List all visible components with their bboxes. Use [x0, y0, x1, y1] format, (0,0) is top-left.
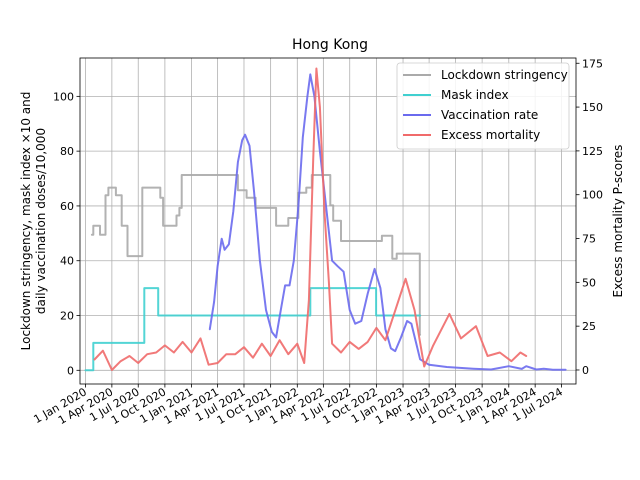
plot-area-frame: [79, 57, 577, 385]
legend-label-excess-mortality: Excess mortality: [441, 128, 540, 142]
plot-series: [84, 67, 567, 372]
right-y-tick-label: 150: [582, 101, 603, 114]
series-line-excess-mortality: [93, 67, 528, 371]
left-y-tick-label: 0: [67, 364, 74, 377]
legend-label-mask-index: Mask index: [441, 88, 509, 102]
left-y-axis-label-line1: Lockdown stringency, mask index ×10 and: [19, 92, 33, 351]
left-y-tick-label: 100: [53, 90, 74, 103]
chart-title: Hong Kong: [292, 37, 368, 53]
right-y-tick-label: 25: [582, 320, 596, 333]
left-y-tick-label: 40: [60, 255, 74, 268]
series-line-mask-index: [84, 287, 422, 372]
left-y-axis: 0 20 40 60 80 100: [53, 90, 80, 377]
legend-label-vaccination-rate: Vaccination rate: [441, 108, 538, 122]
right-y-axis-label: Excess mortality P-scores: [611, 145, 625, 298]
right-y-tick-label: 125: [582, 145, 603, 158]
legend: Lockdown stringency Mask index Vaccination…: [396, 62, 570, 150]
right-y-tick-label: 50: [582, 276, 596, 289]
left-y-tick-label: 20: [60, 310, 74, 323]
left-y-tick-label: 60: [60, 200, 74, 213]
legend-label-lockdown-stringency: Lockdown stringency: [441, 68, 568, 82]
right-y-tick-label: 175: [582, 57, 603, 70]
left-y-axis-label-line2: daily vaccination doses/10,000: [34, 128, 48, 314]
right-y-axis: 0 25 50 75 100 125 150 175: [576, 57, 603, 377]
series-line-vaccination-rate: [208, 73, 567, 371]
left-y-tick-label: 80: [60, 145, 74, 158]
right-y-tick-label: 100: [582, 189, 603, 202]
right-y-tick-label: 75: [582, 233, 596, 246]
right-y-tick-label: 0: [582, 364, 589, 377]
legend-box: [396, 62, 570, 150]
series-line-lockdown-stringency: [90, 174, 422, 336]
